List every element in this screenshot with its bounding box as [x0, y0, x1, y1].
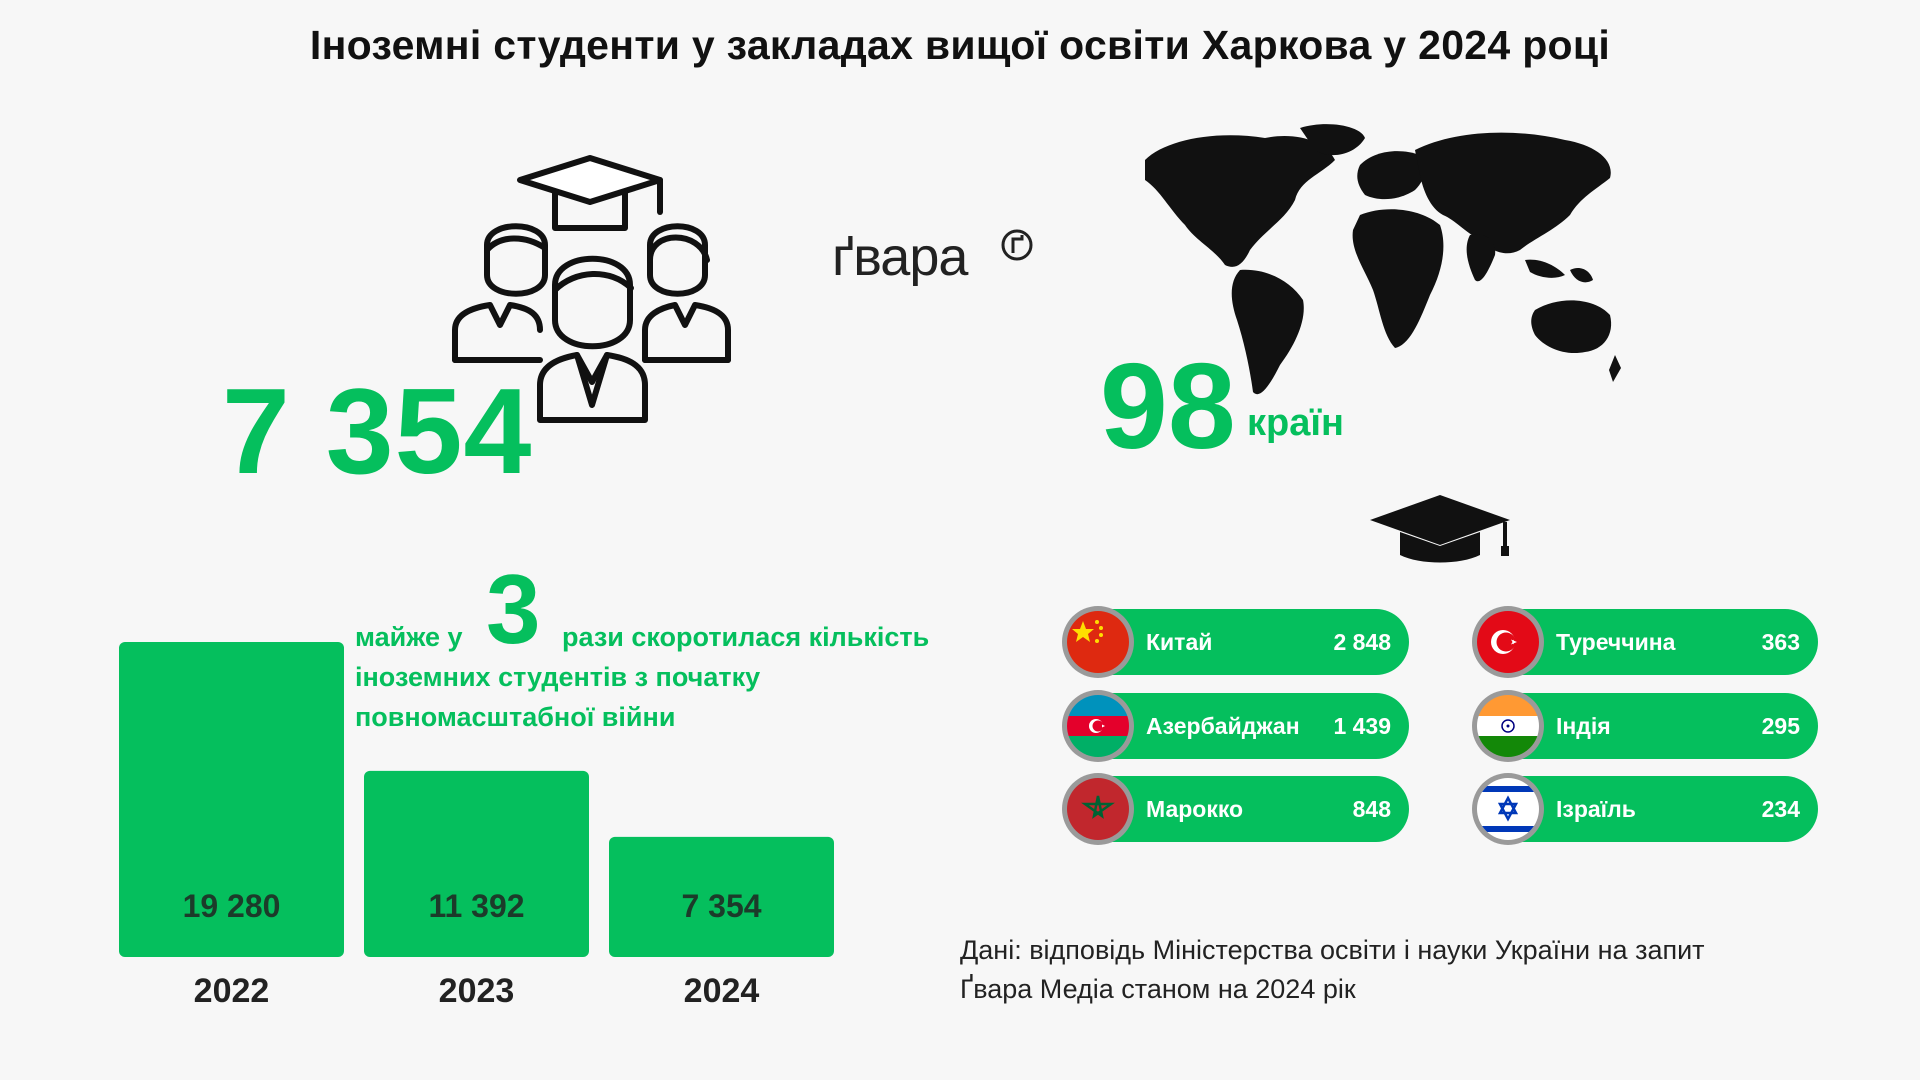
country-value: 363 [1761, 629, 1800, 655]
turkey-flag-icon [1472, 606, 1544, 678]
world-map-icon [1145, 124, 1621, 395]
country-value: 848 [1352, 796, 1391, 822]
country-value: 234 [1761, 796, 1800, 822]
country-pill: Марокко 848 [1062, 773, 1409, 845]
country-name: Китай [1146, 629, 1213, 655]
source-line2: Ґвара Медіа станом на 2024 рік [960, 974, 1356, 1004]
china-flag-icon [1062, 606, 1134, 678]
bar-value-label-2024: 7 354 [681, 888, 761, 924]
note-big-number: 3 [486, 554, 541, 664]
country-pill: Ізраїль 234 [1472, 773, 1818, 845]
country-name: Індія [1556, 713, 1611, 739]
country-name: Азербайджан [1146, 713, 1300, 739]
israel-flag-icon [1472, 773, 1544, 845]
bar-2022 [119, 642, 344, 957]
students-icon [452, 155, 731, 423]
country-pill: Туреччина 363 [1472, 606, 1818, 678]
country-name: Туреччина [1556, 629, 1676, 655]
students-by-year-chart: 19 280 2022 11 392 2023 7 354 2024 [119, 642, 834, 1010]
source-line1: Дані: відповідь Міністерства освіти і на… [960, 935, 1705, 965]
countries-label: країн [1247, 402, 1345, 444]
country-pill: Індія 295 [1472, 690, 1818, 762]
countries-count: 98 [1100, 338, 1236, 474]
graduation-cap-icon [1370, 495, 1510, 563]
country-pill: Китай 2 848 [1062, 606, 1409, 678]
x-tick-label-2022: 2022 [194, 972, 270, 1010]
bar-2024 [609, 836, 834, 957]
logo-mark-icon [1001, 229, 1033, 261]
note-line1: рази скоротилася кількість [562, 622, 930, 652]
country-value: 2 848 [1333, 629, 1391, 655]
country-value: 295 [1761, 713, 1800, 739]
note-prefix: майже у [355, 622, 463, 652]
note-line3: повномасштабної війни [355, 702, 676, 732]
bar-value-label-2023: 11 392 [428, 888, 524, 924]
country-pill: Азербайджан 1 439 [1062, 690, 1409, 762]
bar-value-label-2022: 19 280 [183, 888, 281, 924]
bar-2023 [364, 770, 589, 957]
x-tick-label-2023: 2023 [439, 972, 515, 1010]
azerbaijan-flag-icon [1062, 690, 1134, 762]
note-line2: іноземних студентів з початку [355, 662, 761, 692]
country-value: 1 439 [1333, 713, 1391, 739]
page-title: Іноземні студенти у закладах вищої освіт… [309, 22, 1611, 68]
total-students-number: 7 354 [222, 363, 533, 499]
morocco-flag-icon [1062, 773, 1134, 845]
gvara-logo: ґвара [832, 227, 968, 287]
x-tick-label-2024: 2024 [684, 972, 760, 1010]
india-flag-icon [1472, 690, 1544, 762]
country-name: Ізраїль [1556, 796, 1636, 822]
country-name: Марокко [1146, 796, 1244, 822]
